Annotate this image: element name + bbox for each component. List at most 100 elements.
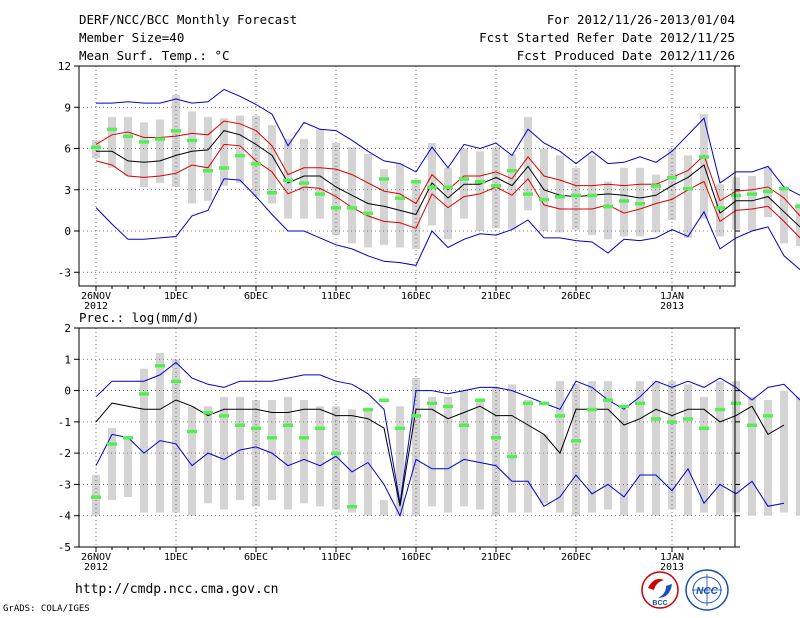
prec-observed-marker xyxy=(731,401,741,406)
prec-xtick-label: 6DEC xyxy=(244,552,268,563)
temp-observed-marker xyxy=(619,199,629,203)
temp-observed-marker xyxy=(667,175,677,180)
temp-observed-marker xyxy=(523,192,533,196)
temp-box xyxy=(300,138,308,219)
prec-box xyxy=(700,396,708,513)
temp-xtick-label: 21DEC xyxy=(481,291,511,302)
prec-box xyxy=(460,390,468,507)
prec-observed-marker xyxy=(747,423,757,427)
temp-observed-marker xyxy=(587,193,597,198)
temp-observed-marker xyxy=(603,204,613,209)
prec-observed-marker xyxy=(299,436,309,440)
prec-observed-marker xyxy=(123,436,133,440)
temp-xtick-label: 2013 xyxy=(660,301,684,312)
prec-box xyxy=(444,396,452,513)
temp-observed-marker xyxy=(267,191,277,195)
temp-box xyxy=(156,119,164,183)
temp-box xyxy=(188,111,196,204)
prec-xtick-label: 1JAN xyxy=(660,552,684,563)
temp-observed-marker xyxy=(459,177,469,181)
prec-observed-marker xyxy=(539,401,549,406)
forecast-period: For 2012/11/26-2013/01/04 xyxy=(546,12,735,27)
prec-observed-marker xyxy=(459,423,469,427)
source-url[interactable]: http://cmdp.ncc.cma.gov.cn xyxy=(75,582,279,597)
temp-box xyxy=(252,115,260,197)
prec-box xyxy=(524,399,532,513)
prec-observed-marker xyxy=(107,442,117,446)
temp-ytick-label: 9 xyxy=(64,101,71,114)
prec-box xyxy=(476,399,484,510)
temp-xtick-label: 26NOV xyxy=(81,291,111,302)
prec-observed-marker xyxy=(411,414,421,418)
temp-box xyxy=(716,184,724,237)
prec-observed-marker xyxy=(651,417,661,421)
temp-box xyxy=(108,116,116,168)
temp-observed-marker xyxy=(123,134,133,139)
chart-title: DERF/NCC/BCC Monthly Forecast xyxy=(79,12,298,27)
prec-xtick-label: 2012 xyxy=(84,562,108,573)
prec-box xyxy=(204,406,212,504)
prec-box xyxy=(380,500,388,516)
prec-xtick-label: 16DEC xyxy=(401,552,431,563)
temp-xtick-label: 26DEC xyxy=(561,291,591,302)
temp-ytick-label: 3 xyxy=(64,184,71,197)
prec-box xyxy=(508,384,516,513)
prec-box xyxy=(540,434,548,504)
temp-box xyxy=(460,148,468,219)
prec-frame xyxy=(78,327,736,548)
prec-observed-marker xyxy=(91,495,101,499)
temp-observed-marker xyxy=(235,153,245,158)
prec-xtick-label: 2013 xyxy=(660,562,684,573)
prec-box xyxy=(428,396,436,507)
prec-observed-marker xyxy=(331,451,341,456)
temp-box xyxy=(556,155,564,233)
prec-observed-marker xyxy=(491,436,501,440)
prec-xtick-label: 26NOV xyxy=(81,552,111,563)
temp-box xyxy=(92,140,100,159)
prec-observed-marker xyxy=(603,398,613,402)
prec-observed-marker xyxy=(667,420,677,424)
prec-observed-marker xyxy=(699,426,709,431)
temp-box xyxy=(268,125,276,204)
prec-box xyxy=(348,409,356,513)
svg-text:BCC: BCC xyxy=(652,600,667,607)
temp-observed-marker xyxy=(731,193,741,198)
temp-observed-marker xyxy=(555,195,565,199)
temp-observed-marker xyxy=(219,166,229,170)
prec-observed-marker xyxy=(619,404,629,409)
prec-box xyxy=(140,368,148,513)
temp-observed-marker xyxy=(187,138,197,143)
temp-observed-marker xyxy=(363,211,373,216)
prec-box xyxy=(588,381,596,513)
prec-observed-marker xyxy=(715,407,725,412)
prec-ytick-label: 0 xyxy=(64,385,71,398)
temp-observed-marker xyxy=(331,206,341,210)
prec-ytick-label: -4 xyxy=(58,510,72,523)
temp-box xyxy=(604,181,612,240)
temp-box xyxy=(780,189,788,244)
prec-box xyxy=(556,381,564,513)
temp-max-line xyxy=(96,88,800,196)
temp-ytick-label: 0 xyxy=(64,225,71,238)
temp-frame xyxy=(78,65,736,287)
prec-box xyxy=(636,381,644,513)
temp-xtick-label: 16DEC xyxy=(401,291,431,302)
temp-box xyxy=(476,151,484,231)
temp-observed-marker xyxy=(315,192,325,196)
prec-box xyxy=(572,384,580,516)
prec-box xyxy=(332,406,340,510)
temp-box xyxy=(748,176,756,231)
prec-box xyxy=(300,399,308,504)
prec-observed-marker xyxy=(763,414,773,418)
grads-credit: GrADS: COLA/IGES xyxy=(3,604,90,614)
prec-observed-marker xyxy=(635,401,645,406)
prec-box xyxy=(716,381,724,516)
temp-observed-marker xyxy=(139,140,149,144)
prec-xtick-label: 11DEC xyxy=(321,552,351,563)
temp-observed-marker xyxy=(347,206,357,210)
temp-box xyxy=(524,116,532,211)
temp-xtick-label: 1JAN xyxy=(660,291,684,302)
temp-observed-marker xyxy=(779,186,789,191)
